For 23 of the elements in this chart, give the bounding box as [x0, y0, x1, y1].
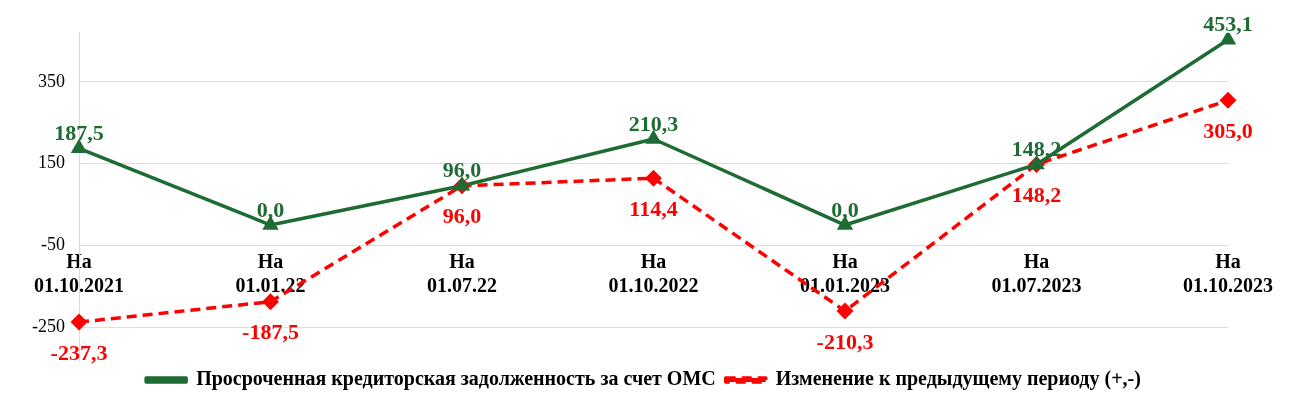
- data-label: 148,2: [1011, 182, 1062, 208]
- x-tick-label: На 01.07.2023: [991, 250, 1082, 297]
- y-tick-label: -250: [32, 316, 65, 337]
- data-label: -237,3: [50, 339, 108, 365]
- legend-label: Просроченная кредиторская задолженность за счет ОМС: [196, 367, 716, 391]
- y-tick-label: 350: [38, 70, 65, 91]
- data-label: 453,1: [1203, 11, 1253, 37]
- x-tick-label: На 01.10.2022: [608, 250, 699, 297]
- y-tick-label: -50: [41, 234, 65, 255]
- data-label: 210,3: [628, 110, 679, 136]
- x-tick-label: На 01.10.2023: [1183, 250, 1273, 297]
- data-label: 96,0: [442, 203, 482, 229]
- legend-label: Изменение к предыдущему периоду (+,-): [775, 367, 1141, 391]
- data-label: -187,5: [242, 319, 299, 345]
- data-label: -210,3: [816, 328, 874, 354]
- data-label: 0,0: [831, 196, 859, 222]
- y-tick-label: 150: [38, 152, 65, 173]
- data-label: 187,5: [54, 120, 104, 146]
- data-label: 114,4: [629, 195, 678, 221]
- data-label: 96,0: [442, 157, 482, 183]
- data-label: 0,0: [256, 196, 285, 222]
- data-label: 305,0: [1203, 117, 1253, 143]
- x-tick-label: На 01.07.22: [427, 250, 497, 297]
